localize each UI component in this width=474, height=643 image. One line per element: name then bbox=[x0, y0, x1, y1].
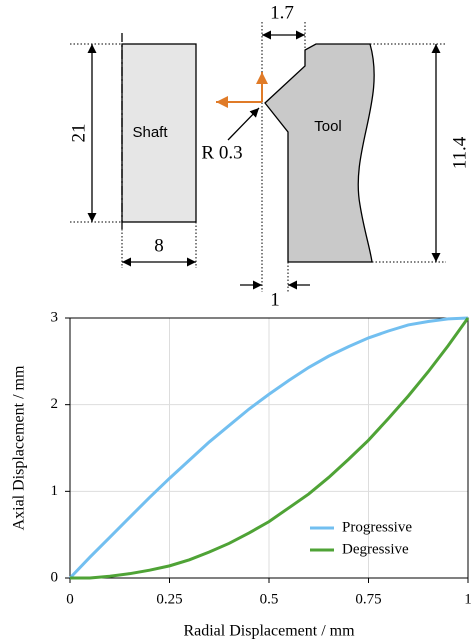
x-axis-label: Radial Displacement / mm bbox=[183, 623, 355, 640]
tool-label: Tool bbox=[314, 118, 342, 135]
dim-label: 11.4 bbox=[449, 136, 470, 169]
series-line bbox=[68, 316, 469, 580]
dim-label: 8 bbox=[154, 235, 164, 256]
dim-label: 1.7 bbox=[270, 2, 294, 23]
dim-label: 1 bbox=[270, 289, 280, 310]
x-tick-label: 0.75 bbox=[355, 591, 381, 607]
x-tick-label: 0.5 bbox=[260, 591, 279, 607]
y-axis-label: Axial Displacement / mm bbox=[11, 365, 28, 530]
y-tick-label: 0 bbox=[51, 569, 59, 585]
y-tick-label: 1 bbox=[51, 483, 59, 499]
radius-arrow bbox=[227, 107, 260, 141]
diagram: 21 8 Shaft Tool 1.7 11.4 1 R 0.3 bbox=[68, 2, 470, 310]
shaft-label: Shaft bbox=[132, 124, 168, 141]
x-tick-label: 1 bbox=[464, 591, 472, 607]
shaft bbox=[121, 43, 197, 223]
x-tick-label: 0 bbox=[66, 591, 74, 607]
y-tick-label: 3 bbox=[51, 309, 59, 325]
series-line bbox=[70, 317, 470, 580]
x-tick-label: 0.25 bbox=[156, 591, 182, 607]
dim-label: 21 bbox=[68, 124, 89, 143]
legend-label: Degressive bbox=[342, 541, 409, 557]
tool bbox=[264, 43, 375, 263]
y-tick-label: 2 bbox=[51, 396, 59, 412]
legend-label: Progressive bbox=[342, 519, 412, 535]
radius-label: R 0.3 bbox=[201, 142, 242, 163]
plot-frame bbox=[69, 317, 469, 579]
